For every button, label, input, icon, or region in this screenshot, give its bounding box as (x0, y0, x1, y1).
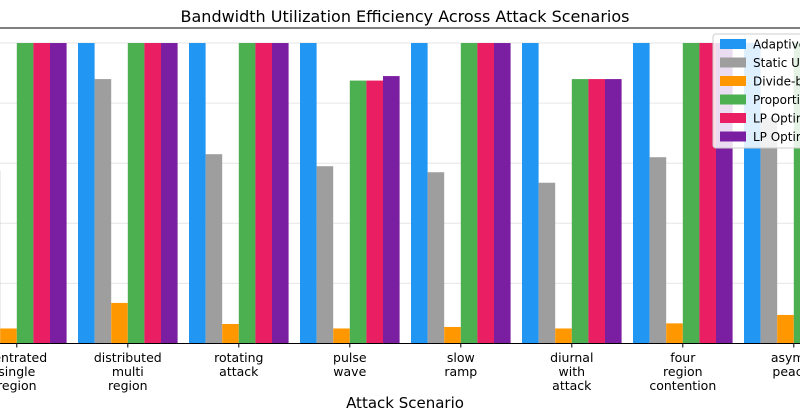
bar-0-4 (33, 43, 50, 344)
bar-3-1 (316, 166, 334, 344)
bar-1-5 (161, 43, 178, 344)
bar-4-1 (427, 172, 445, 344)
legend-swatch-2 (720, 76, 746, 86)
bar-1-0 (78, 43, 95, 344)
x-tick-label-1: distributed multi region (94, 350, 162, 393)
bar-2-2 (222, 323, 239, 344)
bar-3-2 (333, 328, 350, 344)
bar-6-3 (682, 43, 700, 344)
legend-swatch-1 (720, 57, 746, 68)
bar-3-0 (300, 43, 317, 344)
x-tick-label-3: pulse wave (333, 350, 367, 379)
grid-lines (0, 42, 800, 284)
bar-7-2 (777, 314, 794, 344)
legend-label-4: LP Optim (753, 112, 800, 126)
bar-0-2 (0, 328, 17, 344)
bar-6-4 (699, 43, 716, 344)
x-tick-label-7: asymmpeacet (771, 350, 800, 379)
legend-swatch-5 (720, 131, 746, 142)
bar-7-1 (760, 118, 778, 344)
bar-5-4 (588, 79, 605, 344)
bar-1-4 (144, 43, 161, 344)
legend-label-2: Divide-b (753, 75, 800, 89)
bar-6-0 (633, 43, 650, 344)
bar-5-5 (605, 79, 622, 344)
legend-label-1: Static U (753, 56, 800, 70)
bar-1-3 (127, 43, 145, 344)
bar-5-3 (571, 79, 589, 344)
bar-3-3 (349, 80, 367, 344)
legend-swatch-4 (720, 113, 746, 123)
x-tick-labels: centratedsingleregion distributedmultireg… (0, 350, 800, 393)
bar-4-5 (494, 43, 511, 344)
x-axis (0, 27, 800, 344)
bar-4-2 (444, 326, 461, 344)
bar-4-4 (477, 43, 494, 344)
x-tick-label-0: centratedsingleregion (0, 350, 47, 393)
bar-1-1 (94, 79, 112, 344)
legend-label-3: Proportio (753, 93, 800, 107)
bar-6-2 (666, 323, 683, 344)
bar-5-1 (538, 182, 556, 344)
bar-4-0 (411, 43, 428, 344)
bars (0, 43, 800, 348)
legend-label-0: Adaptive (753, 38, 800, 52)
x-tick-label-5: diurnal with attack (550, 350, 593, 393)
bar-5-2 (555, 328, 572, 344)
bar-2-3 (238, 43, 256, 344)
x-tick-label-2: rotating attack (214, 350, 263, 379)
legend-label-5: LP Optim (753, 130, 800, 144)
legend-swatch-0 (720, 39, 746, 49)
bar-2-4 (255, 43, 272, 344)
bar-1-2 (111, 302, 128, 344)
legend: Adaptive Static U Divide-b Proportio LP Opti… (712, 33, 800, 149)
x-axis-label: Attack Scenario (346, 394, 464, 412)
chart-title: Bandwidth Utilization Efficiency Across … (181, 7, 630, 26)
bar-2-0 (189, 43, 206, 344)
bar-2-1 (205, 154, 223, 344)
bar-2-5 (272, 43, 289, 344)
legend-swatch-3 (720, 94, 746, 105)
x-tick-label-4: slow ramp (444, 350, 477, 379)
bar-4-3 (460, 43, 478, 344)
bar-3-4 (366, 80, 383, 344)
bar-3-5 (383, 76, 400, 344)
x-tick-label-6: four region contention (649, 350, 716, 393)
bar-0-5 (50, 43, 67, 344)
bar-6-1 (649, 157, 667, 344)
bar-7-3 (793, 43, 800, 344)
bar-5-0 (522, 43, 539, 344)
bar-0-3 (16, 43, 34, 344)
